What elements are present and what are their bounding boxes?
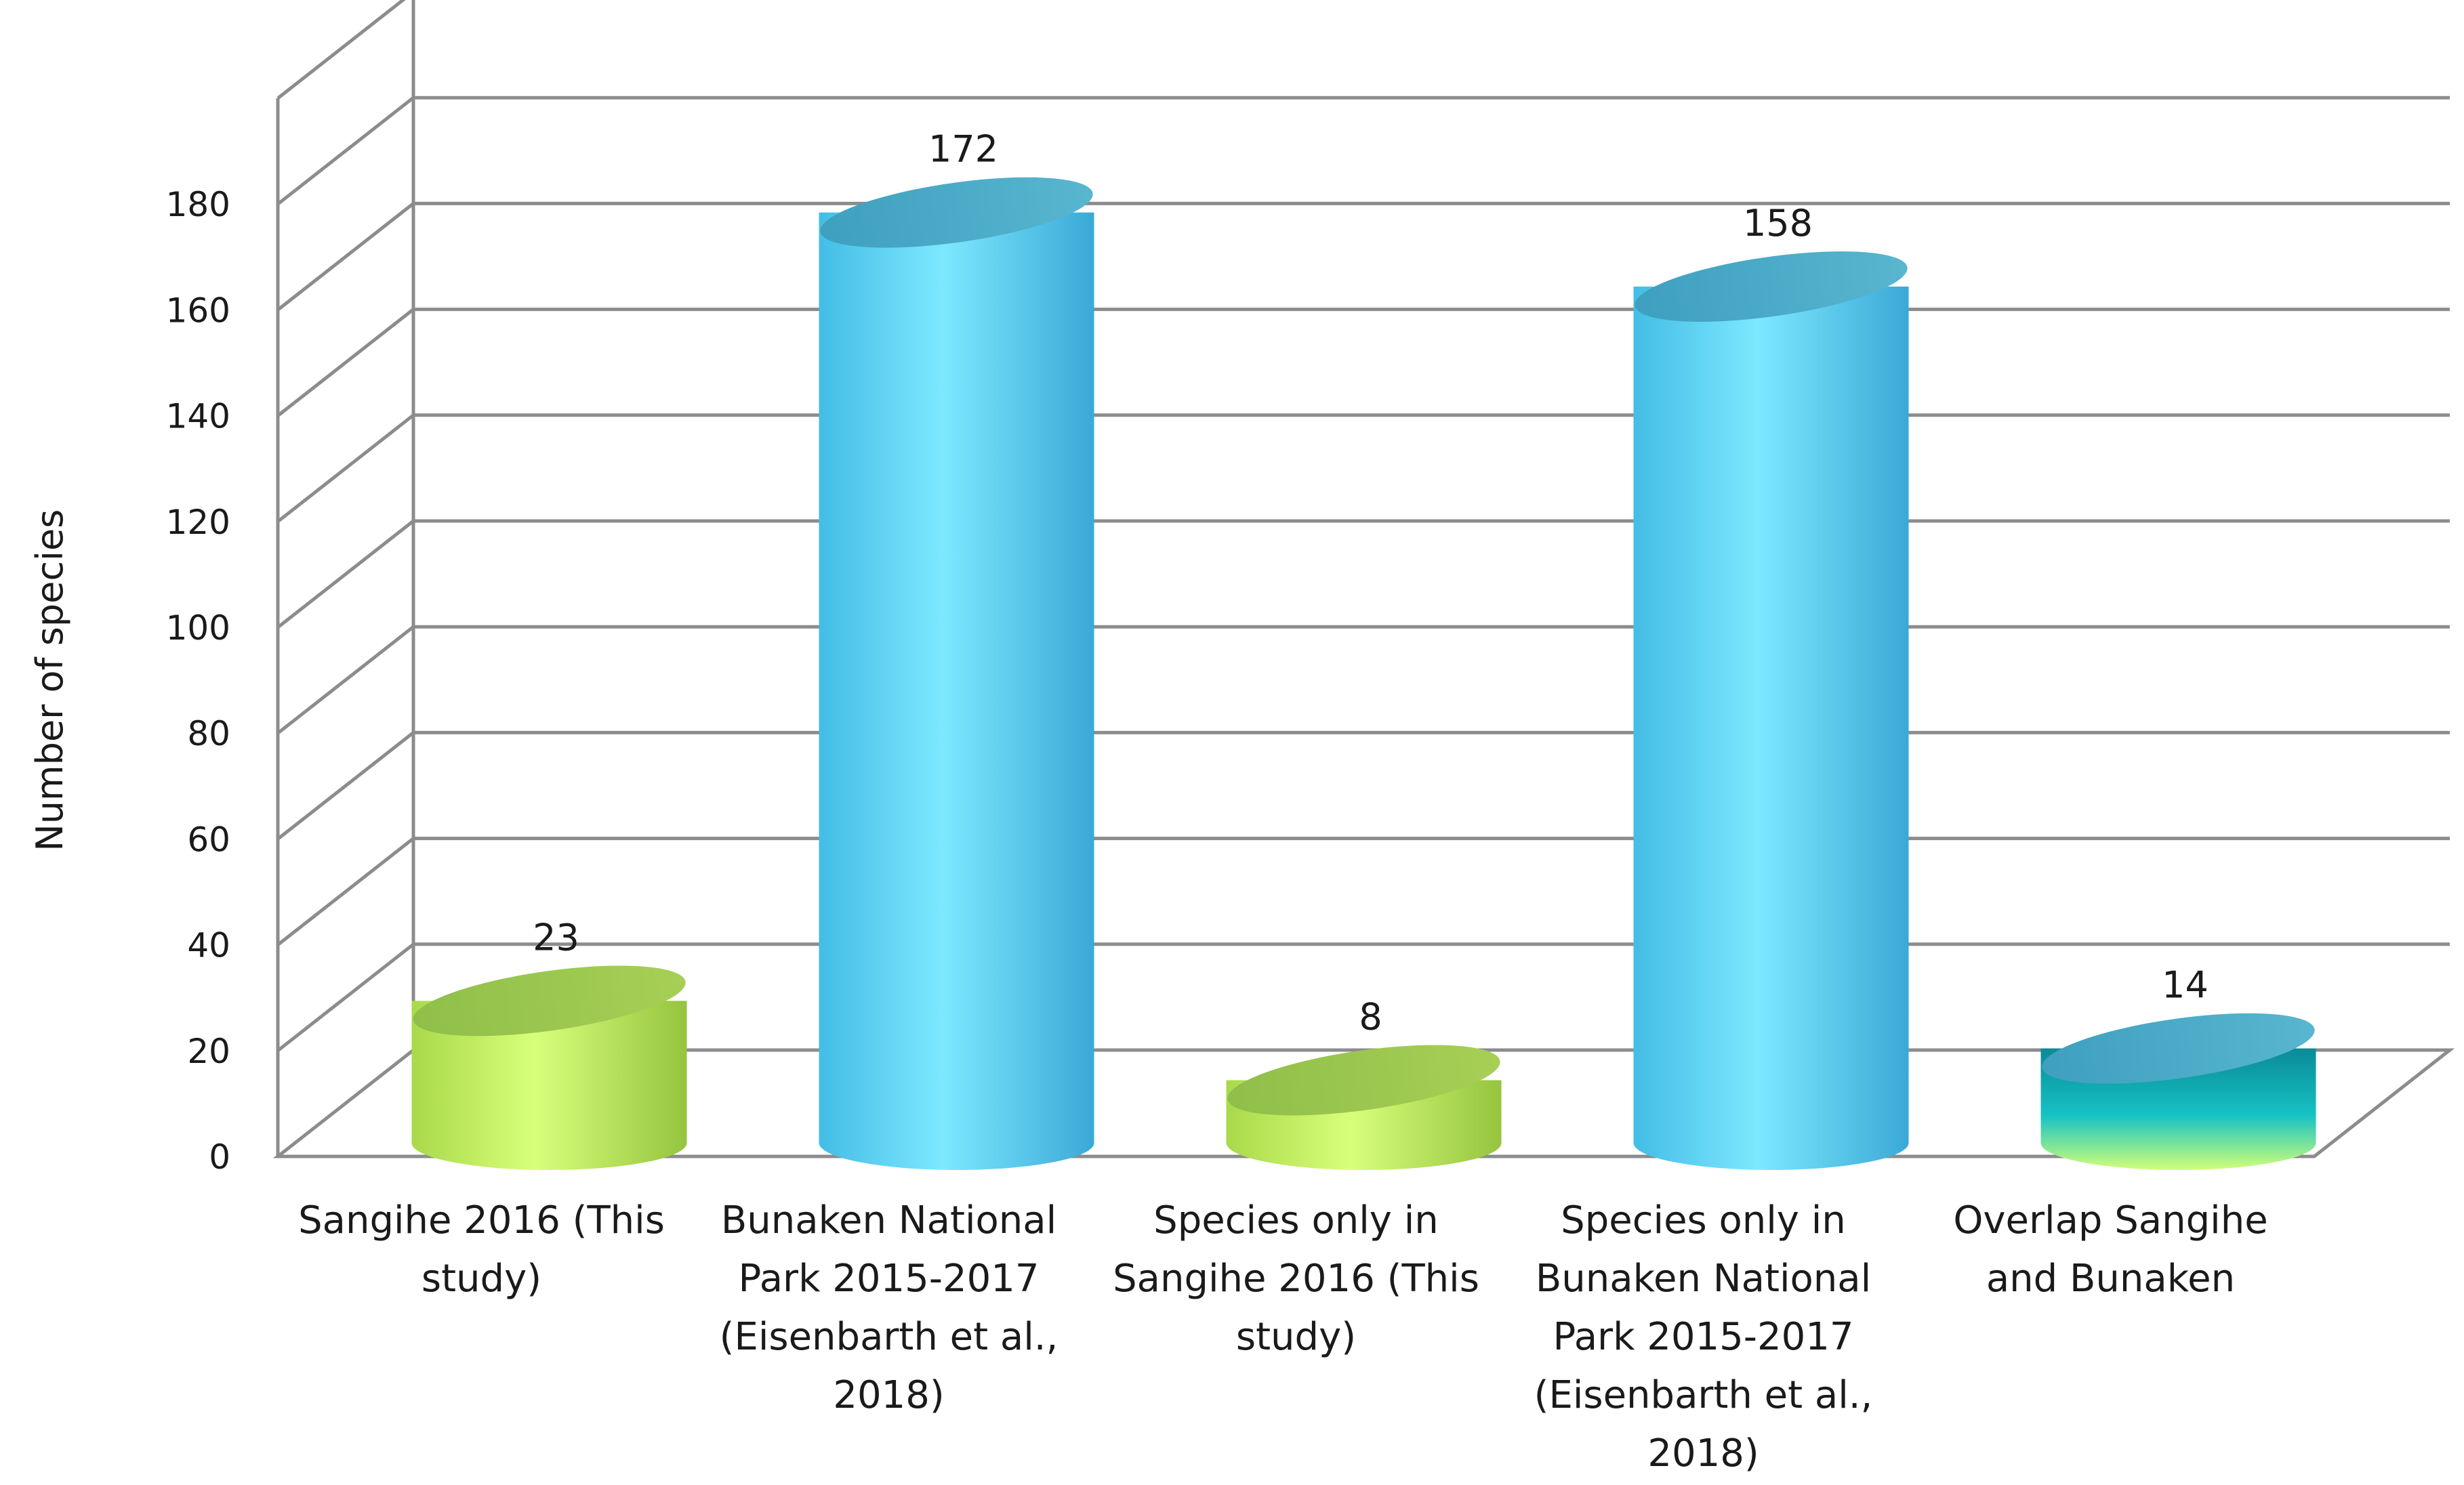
bar-top: [2042, 1013, 2315, 1084]
side-wall-top-edge: [276, 0, 406, 100]
y-tick-label: 0: [209, 1137, 230, 1177]
y-tick-label: 80: [187, 714, 230, 753]
gridline-side: [276, 837, 415, 946]
x-category-label: Overlap Sangihe: [1953, 1198, 2267, 1242]
y-tick-label: 160: [166, 291, 230, 330]
bar-body: [411, 1001, 687, 1170]
data-label: 14: [2162, 964, 2209, 1007]
x-category-label: Sangihe 2016 (This: [298, 1198, 665, 1242]
data-label: 172: [928, 128, 998, 171]
bar-top: [1227, 1045, 1500, 1116]
x-category-label: Sangihe 2016 (This: [1113, 1257, 1479, 1301]
y-tick-label: 60: [187, 820, 230, 859]
data-label: 158: [1743, 202, 1813, 245]
x-category-label: Bunaken National: [721, 1198, 1056, 1242]
bar-body: [819, 212, 1094, 1171]
y-axis-title: Number of species: [28, 509, 71, 852]
bar: [1226, 1045, 1502, 1170]
bar-top: [413, 965, 686, 1037]
gridline-side: [276, 942, 415, 1052]
x-category-label: 2018): [833, 1373, 944, 1417]
x-category-label: (Eisenbarth et al.,: [720, 1315, 1059, 1359]
data-label: 23: [533, 916, 579, 959]
bars: [411, 177, 2316, 1171]
gridline-side: [276, 308, 415, 417]
x-category-label: study): [1236, 1315, 1356, 1359]
bar: [819, 177, 1094, 1171]
axes-and-grid: [272, 0, 2455, 1158]
x-category-label: 2018): [1647, 1431, 1759, 1476]
data-label: 8: [1359, 996, 1382, 1039]
y-tick-label: 20: [187, 1032, 230, 1071]
gridline-side: [276, 731, 415, 841]
bar: [411, 965, 687, 1170]
x-category-label: study): [422, 1257, 541, 1301]
x-category-label: (Eisenbarth et al.,: [1534, 1373, 1873, 1417]
y-tick-label: 180: [166, 185, 230, 224]
y-tick-label: 140: [166, 397, 230, 436]
gridline-side: [276, 96, 415, 206]
gridline-side: [276, 520, 415, 629]
x-category-label: Park 2015-2017: [1553, 1315, 1853, 1359]
x-category-label: Bunaken National: [1536, 1257, 1871, 1301]
bar-top: [1635, 251, 1908, 322]
bar-body: [1633, 287, 1909, 1170]
gridline-side: [276, 202, 415, 312]
gridline-side: [276, 413, 415, 523]
bar: [2040, 1013, 2316, 1170]
labels: 0 20 40 60 80 100 120 140 160 180 Number of specie…: [28, 128, 2268, 1476]
floor: [272, 1048, 2455, 1158]
bar-top: [820, 177, 1093, 248]
y-tick-label: 100: [166, 608, 230, 648]
x-category-label: Park 2015-2017: [738, 1257, 1039, 1301]
x-category-label: and Bunaken: [1986, 1257, 2235, 1301]
y-tick-label: 120: [166, 503, 230, 542]
bar: [1633, 251, 1909, 1170]
x-category-label: Species only in: [1561, 1198, 1846, 1242]
gridline-side: [276, 625, 415, 735]
y-tick-label: 40: [187, 926, 230, 965]
x-category-label: Species only in: [1153, 1198, 1439, 1242]
